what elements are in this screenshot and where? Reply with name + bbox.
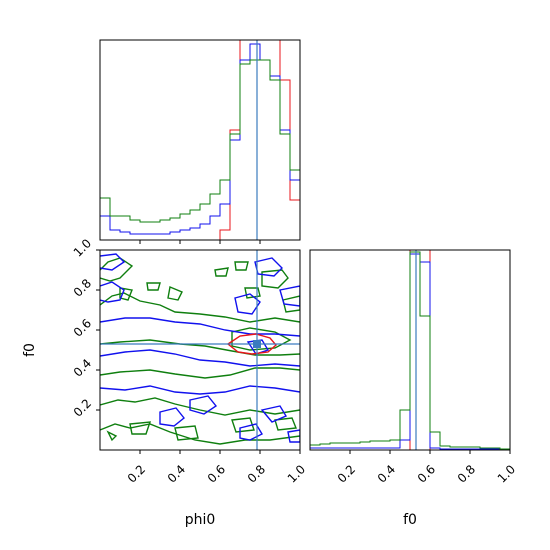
hist-phi0-series <box>100 40 300 240</box>
contour-blue <box>100 253 300 443</box>
contour-ytick-label: 1.0 <box>71 236 94 259</box>
panel-hist-phi0 <box>99 39 301 244</box>
hist-step-red <box>100 40 300 240</box>
contour-ytick-label: 0.4 <box>71 356 94 379</box>
contour-ytick-label: 0.8 <box>71 276 94 299</box>
hist-f0-xtick-label: 0.8 <box>455 462 478 485</box>
hist-f0-frame <box>309 249 511 451</box>
contour-xtick-label: 1.0 <box>285 462 308 485</box>
y-axis-label-f0: f0 <box>22 343 38 357</box>
contour-red <box>226 333 277 355</box>
contour-xtick-label: 0.4 <box>165 462 188 485</box>
contour-xtick-label: 0.8 <box>245 462 268 485</box>
hist-phi0-frame <box>99 39 301 241</box>
hist-f0-xtick-label: 0.2 <box>335 462 358 485</box>
contour-ytick-label: 0.2 <box>71 396 94 419</box>
hist-f0-xtick-label: 0.6 <box>415 462 438 485</box>
panel-hist-f0: 0.2 0.4 0.6 0.8 1.0 f0 <box>309 249 518 528</box>
x-axis-label-phi0: phi0 <box>185 512 216 528</box>
hist-f0-ticks: 0.2 0.4 0.6 0.8 1.0 <box>335 450 518 486</box>
hist-step-green <box>100 59 300 240</box>
truth-marker <box>253 340 261 348</box>
x-axis-label-f0: f0 <box>403 512 417 528</box>
hist-f0-xtick-label: 0.4 <box>375 462 398 485</box>
contour-xtick-label: 0.6 <box>205 462 228 485</box>
contour-lines <box>100 253 300 445</box>
hist-step-green <box>310 251 510 450</box>
hist-f0-xtick-label: 1.0 <box>495 462 518 485</box>
hist-step-blue <box>310 253 510 450</box>
contour-frame <box>99 249 301 451</box>
hist-phi0-ticks <box>139 240 261 244</box>
contour-ytick-label: 0.6 <box>71 316 94 339</box>
hist-f0-series <box>310 250 510 450</box>
contour-ticks: 0.2 0.4 0.6 0.8 1.0 0.2 0.4 0.6 0.8 1.0 <box>71 236 308 485</box>
panel-contour: 0.2 0.4 0.6 0.8 1.0 0.2 0.4 0.6 0.8 1.0 phi0 f0 <box>22 236 308 528</box>
contour-xtick-label: 0.2 <box>125 462 148 485</box>
